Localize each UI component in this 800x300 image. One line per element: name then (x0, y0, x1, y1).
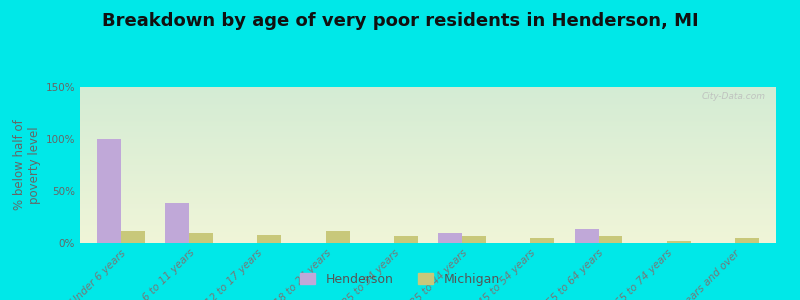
Bar (462, 236, 486, 243)
Bar (667, 241, 690, 243)
Text: City-Data.com: City-Data.com (702, 92, 766, 101)
Bar (166, 203, 189, 243)
Bar (598, 236, 622, 243)
Bar (574, 230, 598, 243)
Bar (735, 238, 759, 243)
Bar (121, 230, 145, 243)
Bar (258, 235, 282, 243)
Bar (530, 238, 554, 243)
Bar (438, 232, 462, 243)
Bar (189, 232, 213, 243)
Text: Breakdown by age of very poor residents in Henderson, MI: Breakdown by age of very poor residents … (102, 12, 698, 30)
Bar (97, 139, 121, 243)
Bar (394, 236, 418, 243)
Y-axis label: % below half of
poverty level: % below half of poverty level (14, 120, 42, 210)
Bar (326, 230, 350, 243)
Legend: Henderson, Michigan: Henderson, Michigan (295, 268, 505, 291)
